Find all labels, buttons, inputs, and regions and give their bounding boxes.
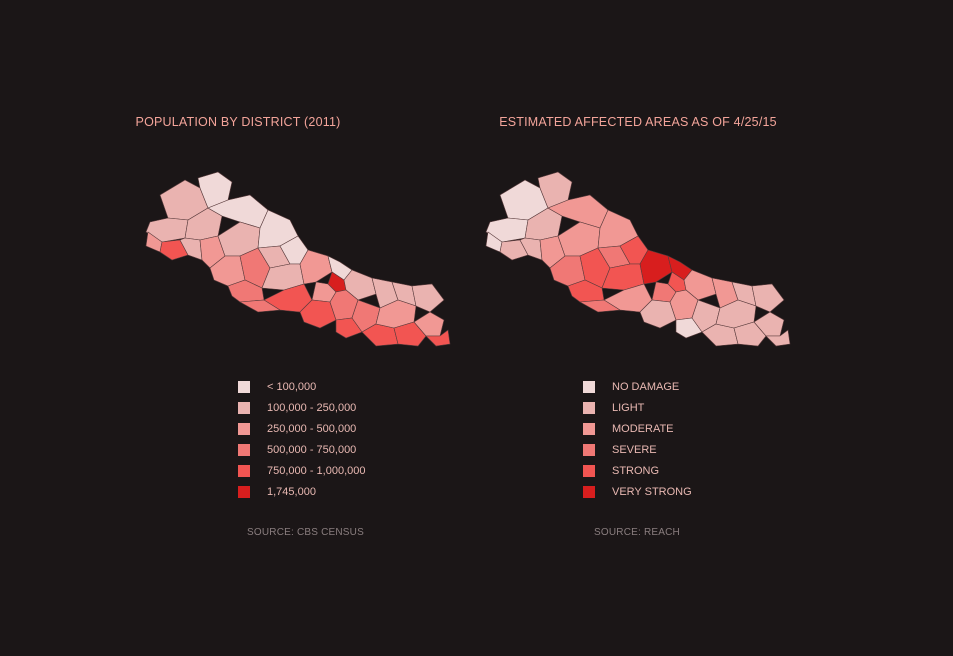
district-regions [485, 171, 791, 347]
legend-label: SEVERE [612, 443, 657, 456]
legend-swatch [238, 401, 250, 414]
legend-item: NO DAMAGE [583, 376, 692, 397]
legend-item: VERY STRONG [583, 481, 692, 502]
legend-label: < 100,000 [267, 380, 317, 393]
district-region [299, 249, 333, 285]
district-region [179, 237, 203, 261]
affected-areas-legend: NO DAMAGE LIGHT MODERATE SEVERE STRONG V… [583, 376, 692, 502]
affected-areas-choropleth-map [485, 171, 791, 347]
legend-swatch [583, 380, 595, 393]
affected-areas-map-panel: ESTIMATED AFFECTED AREAS AS OF 4/25/15 [476, 0, 953, 656]
legend-label: NO DAMAGE [612, 380, 680, 393]
district-region [519, 237, 543, 261]
legend-label: MODERATE [612, 422, 674, 435]
district-region [751, 283, 785, 313]
population-legend: < 100,000 100,000 - 250,000 250,000 - 50… [238, 376, 365, 502]
legend-label: LIGHT [612, 401, 645, 414]
legend-item: STRONG [583, 460, 692, 481]
legend-item: 500,000 - 750,000 [238, 439, 365, 460]
district-region [413, 311, 445, 337]
legend-item: < 100,000 [238, 376, 365, 397]
district-region [578, 299, 621, 313]
district-region [238, 299, 281, 313]
district-region [753, 311, 785, 337]
district-region [639, 249, 673, 285]
legend-swatch [238, 422, 250, 435]
legend-item: MODERATE [583, 418, 692, 439]
legend-label: 750,000 - 1,000,000 [267, 464, 366, 477]
legend-label: STRONG [612, 464, 660, 477]
legend-swatch [238, 443, 250, 456]
legend-swatch [583, 443, 595, 456]
legend-item: SEVERE [583, 439, 692, 460]
district-region [159, 239, 189, 261]
district-region [499, 239, 529, 261]
legend-label: 1,745,000 [267, 485, 316, 498]
legend-label: 100,000 - 250,000 [267, 401, 357, 414]
legend-label: 500,000 - 750,000 [267, 443, 357, 456]
district-regions [145, 171, 451, 347]
legend-item: 100,000 - 250,000 [238, 397, 365, 418]
district-region [411, 283, 445, 313]
district-region [733, 321, 767, 347]
legend-swatch [583, 485, 595, 498]
population-map-title: POPULATION BY DISTRICT (2011) [135, 115, 341, 129]
legend-label: VERY STRONG [612, 485, 692, 498]
population-map-panel: POPULATION BY DISTRICT (2011) [0, 0, 476, 656]
population-choropleth-map [145, 171, 451, 347]
district-region [393, 321, 427, 347]
legend-item: 250,000 - 500,000 [238, 418, 365, 439]
legend-swatch [583, 464, 595, 477]
legend-item: 1,745,000 [238, 481, 365, 502]
affected-areas-map-title: ESTIMATED AFFECTED AREAS AS OF 4/25/15 [499, 115, 777, 129]
legend-swatch [238, 464, 250, 477]
affected-areas-source: SOURCE: REACH [594, 527, 680, 538]
legend-swatch [238, 485, 250, 498]
legend-swatch [238, 380, 250, 393]
population-source: SOURCE: CBS CENSUS [247, 527, 364, 538]
legend-swatch [583, 422, 595, 435]
district-region [425, 329, 451, 347]
legend-item: 750,000 - 1,000,000 [238, 460, 365, 481]
legend-label: 250,000 - 500,000 [267, 422, 357, 435]
legend-swatch [583, 401, 595, 414]
legend-item: LIGHT [583, 397, 692, 418]
district-region [765, 329, 791, 347]
